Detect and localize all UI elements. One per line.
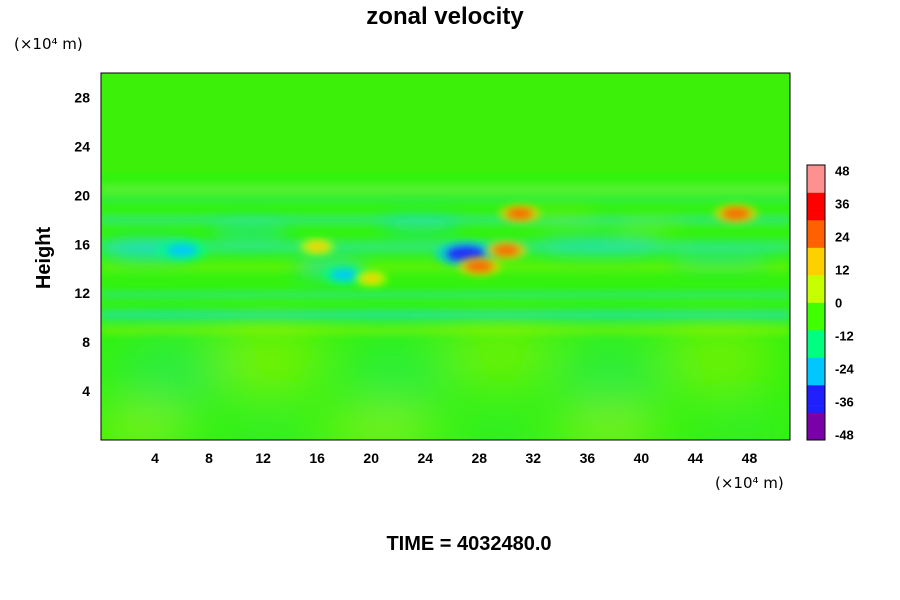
colorbar-level — [807, 385, 825, 393]
plot-area — [101, 73, 790, 440]
colorbar-level — [807, 295, 825, 303]
x-tick-label: 20 — [363, 450, 379, 466]
colorbar-level — [807, 364, 825, 372]
colorbar-level — [807, 412, 825, 420]
field-feature-core — [493, 244, 520, 256]
colorbar-level — [807, 261, 825, 269]
colorbar-level — [807, 343, 825, 351]
x-tick-label: 32 — [526, 450, 542, 466]
colorbar-level — [807, 213, 825, 221]
colorbar-level — [807, 165, 825, 173]
x-tick-label: 8 — [205, 450, 213, 466]
field-features — [156, 204, 758, 286]
field-feature-core — [306, 242, 329, 252]
colorbar-level — [807, 178, 825, 186]
colorbar-tick-label: -36 — [835, 395, 854, 410]
x-tick-label: 24 — [417, 450, 433, 466]
colorbar-level — [807, 240, 825, 248]
colorbar-level — [807, 302, 825, 310]
colorbar-frame — [806, 164, 826, 441]
colorbar-level — [807, 226, 825, 235]
colorbar-level — [807, 336, 825, 345]
x-tick-label: 12 — [255, 450, 271, 466]
colorbar-tick-label: -24 — [835, 362, 855, 377]
x-tick-labels: 4 8 12 16 20 24 28 32 36 40 44 48 — [151, 450, 757, 466]
colorbar-level — [807, 185, 825, 193]
colorbar-level — [807, 433, 825, 441]
colorbar-level — [807, 288, 825, 296]
field-lower-cells — [101, 325, 780, 440]
x-tick-label: 28 — [471, 450, 487, 466]
colorbar-level — [807, 405, 825, 413]
field-upper-layer — [101, 73, 790, 173]
plot-frame — [100, 72, 791, 441]
colorbar-level — [807, 323, 825, 331]
colorbar-level — [807, 275, 825, 283]
y-axis-label: Height — [33, 227, 55, 290]
field-feature-core — [722, 208, 750, 220]
x-tick-label: 48 — [742, 450, 758, 466]
colorbar-level — [807, 247, 825, 255]
x-tick-label: 16 — [309, 450, 325, 466]
colorbar-tick-label: 0 — [835, 296, 842, 311]
colorbar-level — [807, 378, 825, 386]
y-tick-label: 20 — [74, 187, 90, 203]
x-tick-label: 4 — [151, 450, 159, 466]
field-feature-core — [166, 244, 198, 257]
colorbar-tick-label: 24 — [835, 230, 850, 245]
colorbar-level — [807, 220, 825, 228]
colorbar-tick-label: 48 — [835, 164, 849, 179]
colorbar-tick-label: -12 — [835, 329, 854, 344]
y-tick-label: 4 — [82, 383, 90, 399]
field-feature-core — [465, 260, 493, 272]
time-annotation: TIME = 4032480.0 — [386, 533, 551, 555]
colorbar-tick-label: -48 — [835, 428, 854, 443]
colorbar-level — [807, 330, 825, 338]
colorbar-level — [807, 391, 825, 400]
colorbar-level — [807, 233, 825, 241]
colorbar-level — [807, 192, 825, 200]
colorbar-level — [807, 254, 825, 262]
x-tick-label: 44 — [688, 450, 704, 466]
field-feature-core — [506, 208, 533, 220]
colorbar-level — [807, 199, 825, 207]
colorbar-level — [807, 309, 825, 317]
colorbar-level — [807, 357, 825, 365]
colorbar-level — [807, 281, 825, 290]
colorbar-tick-label: 36 — [835, 197, 849, 212]
colorbar-level — [807, 398, 825, 406]
colorbar-level — [807, 268, 825, 276]
x-unit-label: (×10⁴ m) — [715, 474, 784, 492]
colorbar-level — [807, 316, 825, 324]
colorbar-level — [807, 206, 825, 214]
y-tick-label: 8 — [82, 334, 90, 350]
y-tick-label: 16 — [74, 236, 90, 252]
y-tick-label: 12 — [74, 285, 90, 301]
x-tick-label: 40 — [634, 450, 650, 466]
colorbar-level — [807, 419, 825, 427]
chart-title: zonal velocity — [366, 3, 524, 30]
y-tick-labels: 4 8 12 16 20 24 28 — [74, 89, 90, 399]
colorbar-level — [807, 426, 825, 434]
colorbar-level — [807, 371, 825, 379]
y-tick-label: 24 — [74, 138, 90, 154]
colorbar-level — [807, 171, 825, 180]
colorbar-level — [807, 350, 825, 358]
field-feature-core — [329, 268, 359, 281]
y-tick-label: 28 — [74, 89, 90, 105]
y-unit-label: (×10⁴ m) — [14, 35, 83, 53]
colorbar-tick-label: 12 — [835, 263, 849, 278]
x-tick-label: 36 — [580, 450, 596, 466]
colorbar: 48 36 24 12 0 -12 -24 -36 -48 — [806, 164, 855, 443]
field-feature-core — [360, 274, 382, 283]
